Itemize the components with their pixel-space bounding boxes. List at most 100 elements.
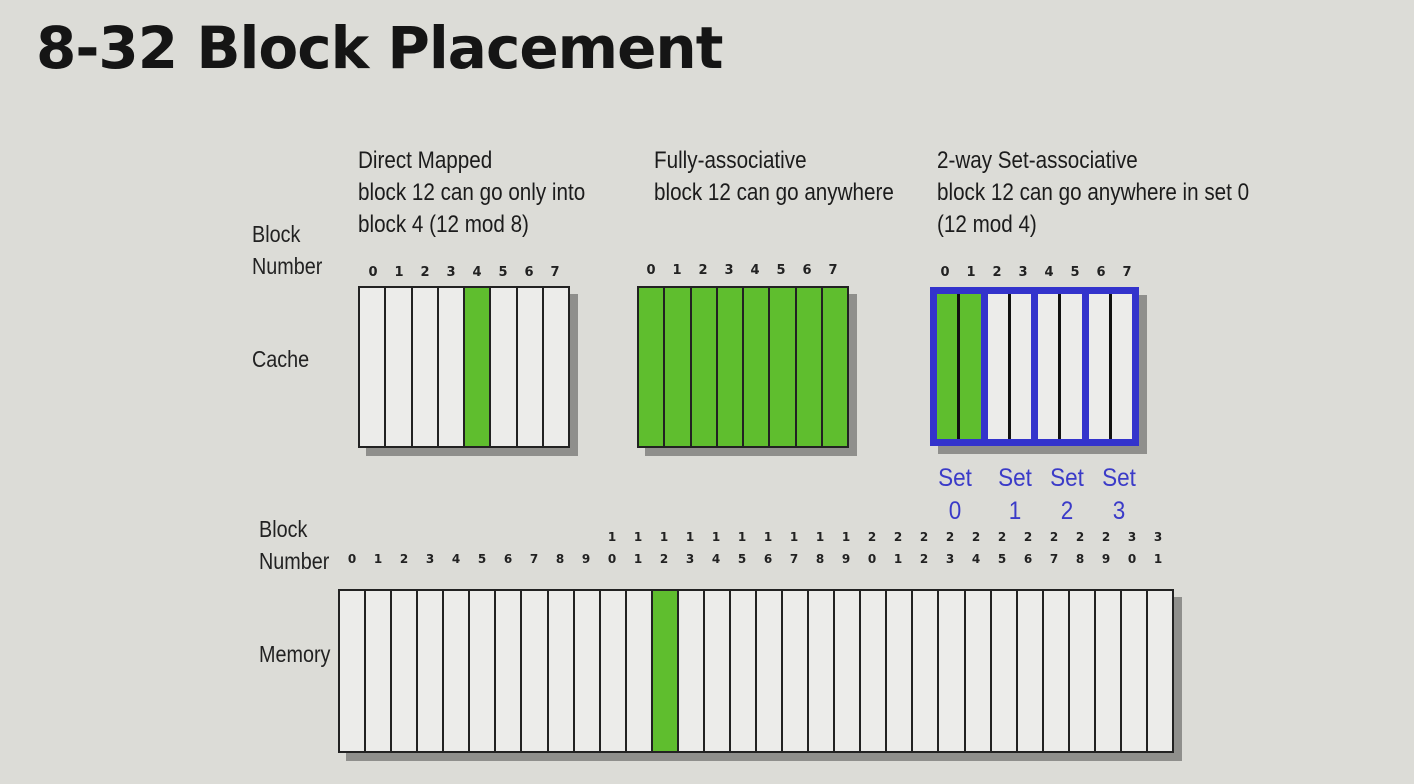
memory-block: [652, 591, 679, 751]
cache-block: [744, 288, 771, 446]
cache-block: [543, 288, 568, 446]
block-index: 6: [524, 265, 534, 280]
cache-set: [937, 294, 981, 439]
index-ones-digit: 6: [763, 552, 773, 566]
memory-block: [340, 591, 367, 751]
cache-set: [1081, 294, 1132, 439]
memory-block: [678, 591, 705, 751]
caption-line: block 12 can go anywhere in set 0: [937, 179, 1250, 206]
fully-block-indices: 0 1 2 3 4 5 6 7: [638, 263, 846, 278]
index-ones-digit: 8: [1075, 552, 1085, 566]
memory-block: [444, 591, 471, 751]
index-tens-digit: 3: [1153, 530, 1163, 544]
index-tens-digit: 2: [1101, 530, 1111, 544]
index-ones-digit: 1: [373, 552, 383, 566]
set-number: 1: [1008, 497, 1022, 525]
memory-block-index: 2: [391, 530, 417, 570]
memory-block-index: 4: [443, 530, 469, 570]
block-index: 6: [802, 263, 812, 278]
block-index: 5: [498, 265, 508, 280]
label-line: Block: [252, 221, 301, 247]
index-ones-digit: 3: [425, 552, 435, 566]
index-ones-digit: 1: [893, 552, 903, 566]
block-index: 0: [646, 263, 656, 278]
index-tens-digit: 2: [893, 530, 903, 544]
caption-line: Direct Mapped: [358, 147, 493, 174]
block-index: 7: [1122, 265, 1132, 280]
cache-block: [1010, 294, 1031, 439]
cache-block: [412, 288, 439, 446]
block-index: 6: [1096, 265, 1106, 280]
slide-title: 8-32 Block Placement: [36, 14, 723, 82]
index-tens-digit: 1: [789, 530, 799, 544]
index-ones-digit: 7: [529, 552, 539, 566]
cache-set: [980, 294, 1031, 439]
index-ones-digit: 4: [711, 552, 721, 566]
set-number: 0: [948, 497, 962, 525]
index-ones-digit: 3: [685, 552, 695, 566]
index-ones-digit: 9: [581, 552, 591, 566]
set-associative-caption: 2-way Set-associative block 12 can go an…: [937, 145, 1249, 241]
index-ones-digit: 0: [867, 552, 877, 566]
index-ones-digit: 5: [477, 552, 487, 566]
label-line: Number: [252, 253, 323, 279]
direct-mapped-caption: Direct Mapped block 12 can go only into …: [358, 145, 585, 241]
memory-block: [1017, 591, 1044, 751]
index-ones-digit: 1: [1153, 552, 1163, 566]
cache-block: [438, 288, 465, 446]
direct-mapped-cache: [358, 286, 570, 448]
memory-block: [809, 591, 836, 751]
index-tens-digit: 2: [1075, 530, 1085, 544]
index-ones-digit: 0: [1127, 552, 1137, 566]
cache-block: [1038, 294, 1062, 439]
caption-line: 2-way Set-associative: [937, 147, 1138, 174]
cache-block: [987, 294, 1011, 439]
memory-block: [1095, 591, 1122, 751]
fully-associative-cache: [637, 286, 849, 448]
memory-block: [626, 591, 653, 751]
set-number: 2: [1060, 497, 1074, 525]
caption-line: block 4 (12 mod 8): [358, 211, 529, 238]
memory-block: [470, 591, 497, 751]
cache-block: [1111, 294, 1132, 439]
block-index: 1: [966, 265, 976, 280]
set-number: 3: [1112, 497, 1126, 525]
label-line: Block: [259, 516, 308, 542]
set-word: Set: [1102, 464, 1136, 492]
memory-block: [418, 591, 445, 751]
index-ones-digit: 6: [1023, 552, 1033, 566]
memory-block: [913, 591, 940, 751]
index-tens-digit: 1: [711, 530, 721, 544]
index-tens-digit: 2: [945, 530, 955, 544]
caption-line: block 12 can go anywhere: [654, 179, 894, 206]
memory-block: [1121, 591, 1148, 751]
cache-block: [1088, 294, 1112, 439]
cache-block: [960, 294, 981, 439]
index-tens-digit: 1: [659, 530, 669, 544]
memory-block: [757, 591, 784, 751]
memory-block-index: 6: [495, 530, 521, 570]
memory-block: [1043, 591, 1070, 751]
index-ones-digit: 7: [789, 552, 799, 566]
index-ones-digit: 2: [659, 552, 669, 566]
memory-block: [730, 591, 757, 751]
cache-block: [691, 288, 718, 446]
block-number-label-bottom: Block Number: [259, 513, 329, 577]
cache-block: [937, 294, 961, 439]
index-tens-digit: 1: [737, 530, 747, 544]
memory-block-index: 3: [417, 530, 443, 570]
cache-block: [717, 288, 744, 446]
memory-block-index: 7: [521, 530, 547, 570]
index-ones-digit: 7: [1049, 552, 1059, 566]
memory-block: [392, 591, 419, 751]
set-label: Set 2: [1045, 462, 1090, 528]
